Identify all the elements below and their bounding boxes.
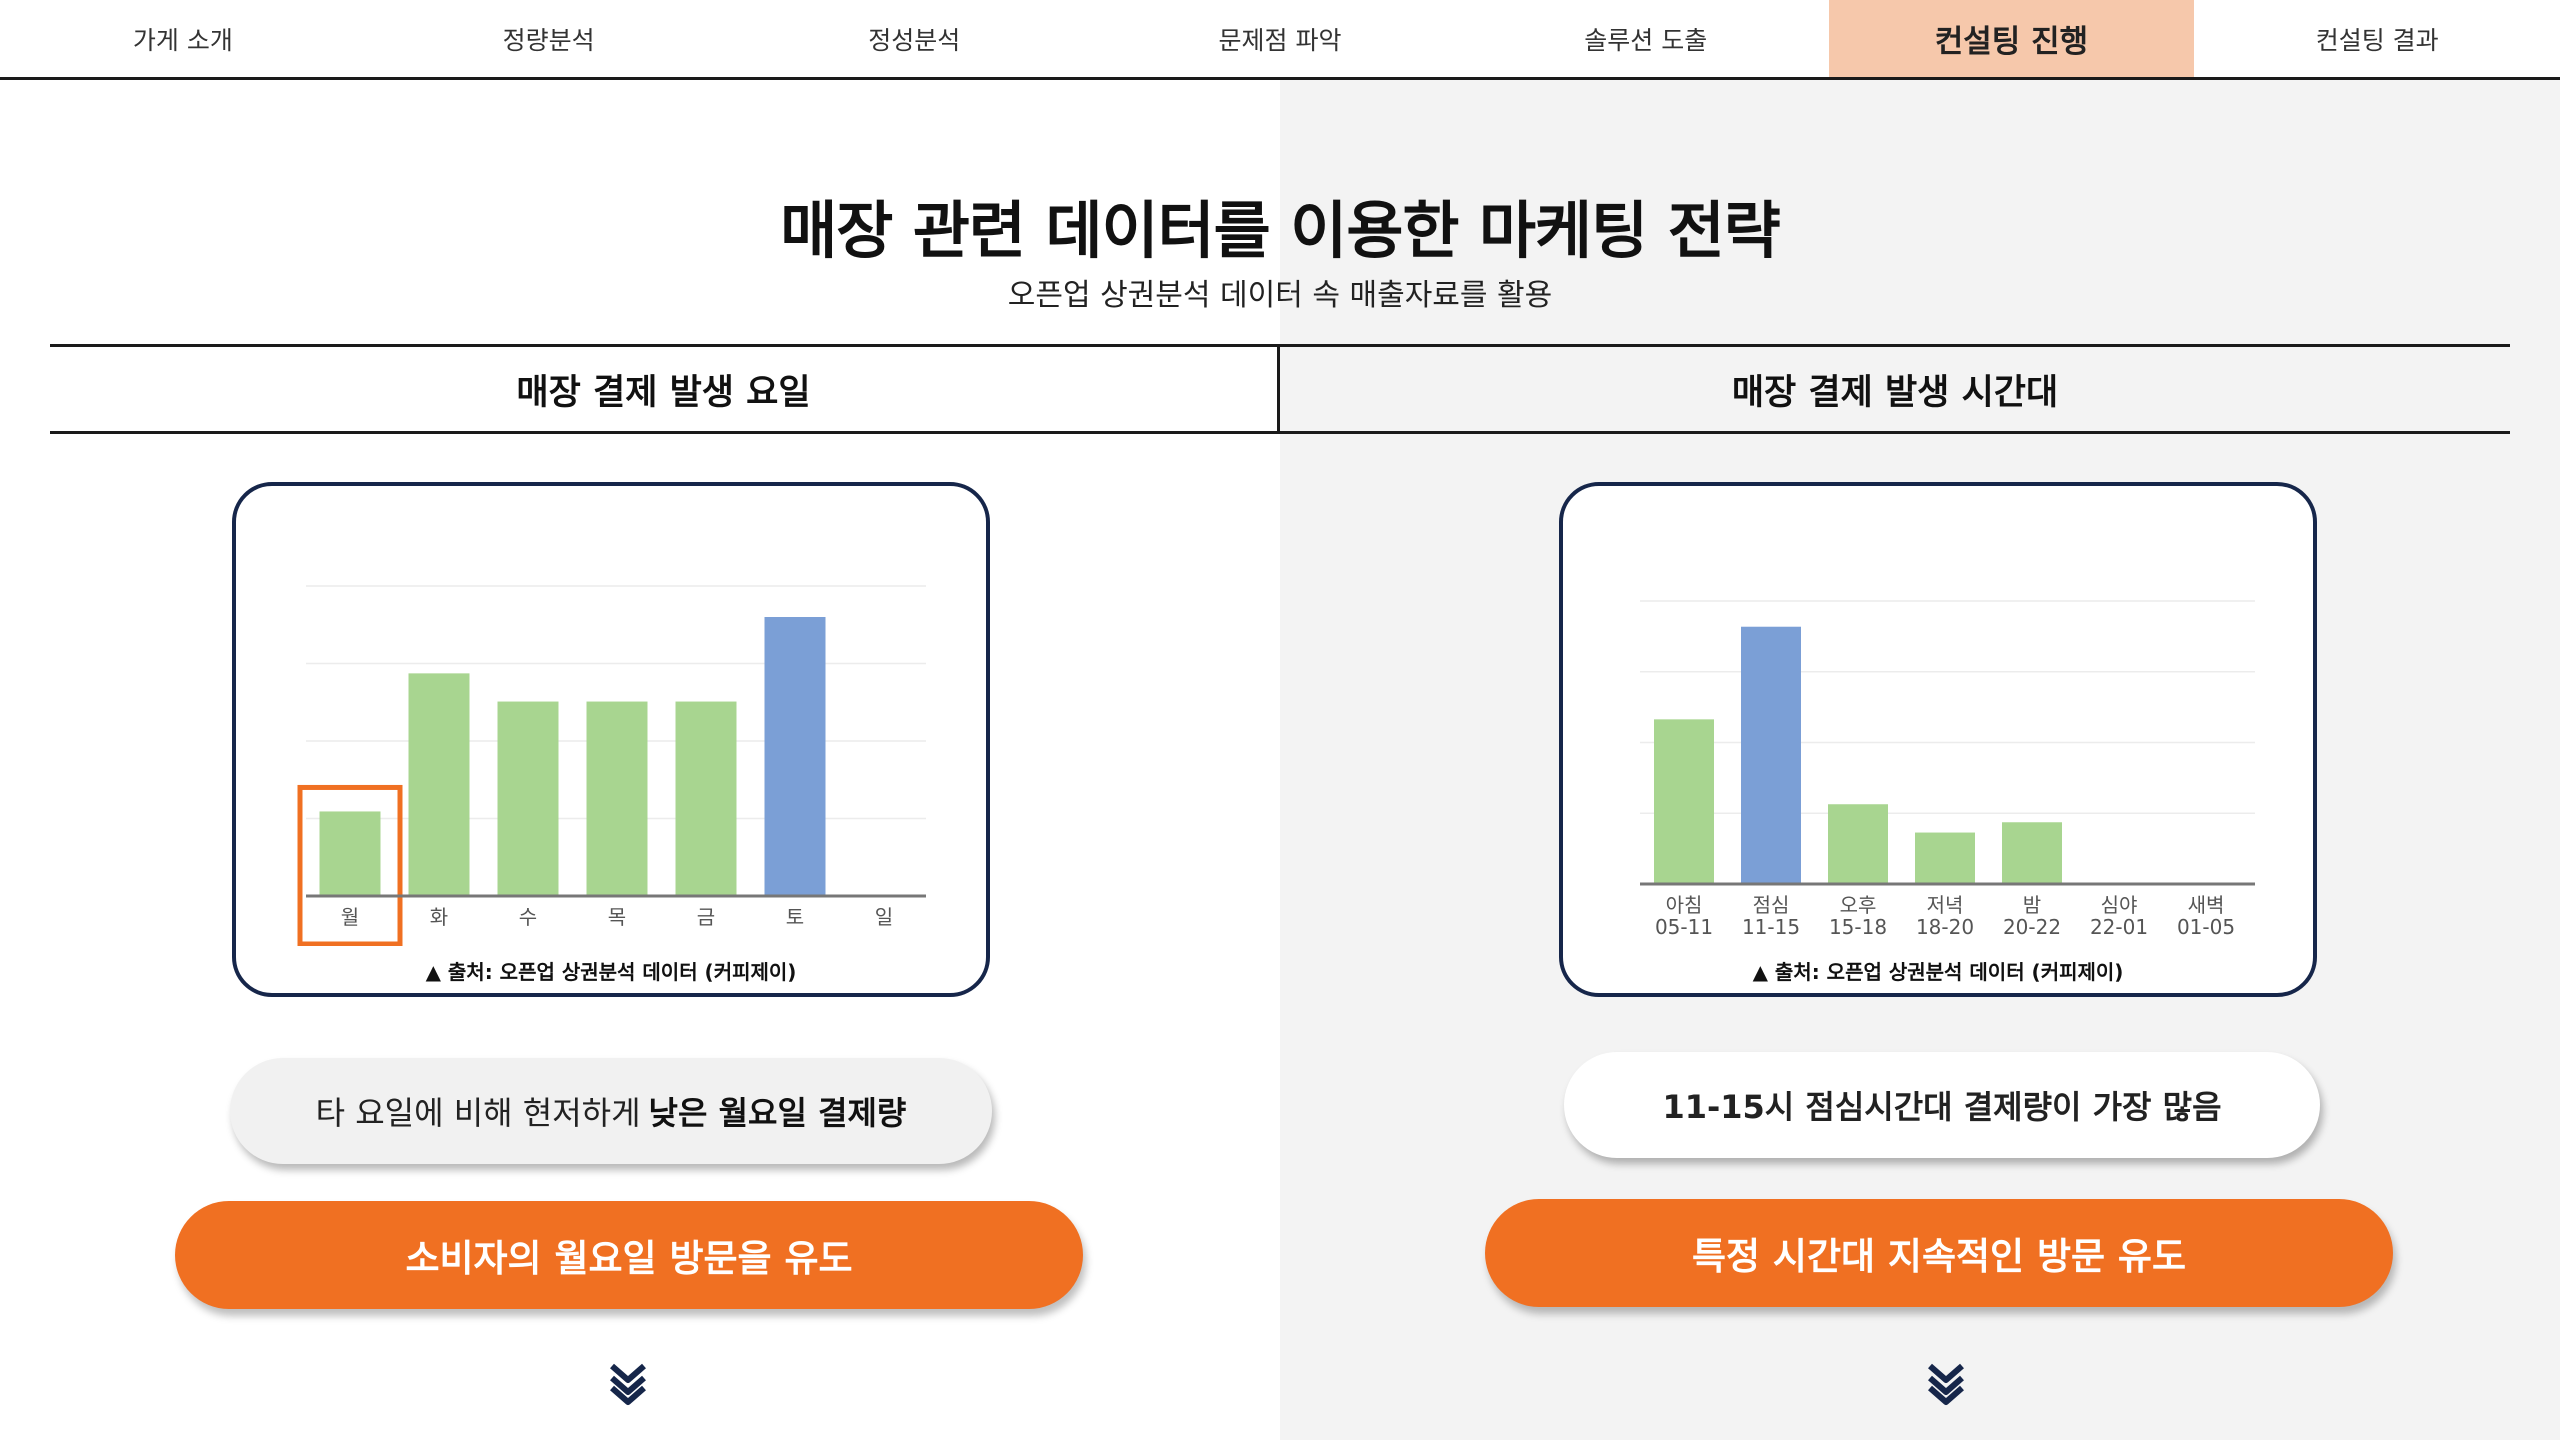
timeslot-section-heading: 매장 결제 발생 시간대	[1280, 344, 2510, 434]
highlight-box	[297, 784, 403, 946]
page-subtitle: 오픈업 상권분석 데이터 속 매출자료를 활용	[1007, 278, 1553, 313]
nav-tab-solutions[interactable]: 솔루션 도출	[1584, 25, 1708, 55]
chart-tick-label: 오후 15-18	[1829, 893, 1887, 939]
weekday-insight-plain: 타 요일에 비해 현저하게	[315, 1094, 641, 1132]
nav-tab-consulting-progress[interactable]: 컨설팅 진행	[1828, 0, 2195, 77]
chart-bar	[1654, 719, 1714, 884]
chart-tick-label: 점심 11-15	[1742, 893, 1800, 939]
timeslot-insight-note: 11-15시 점심시간대 결제량이 가장 많음	[1564, 1052, 2320, 1158]
weekday-chart-card: 월 화 수 목 금 토 일 ▲ 출처: 오픈업 상권분석 데이터 (커피제이)	[232, 482, 990, 997]
chart-tick-label: 금	[697, 905, 715, 929]
nav-tab-problems[interactable]: 문제점 파악	[1218, 25, 1342, 55]
double-chevron-down-icon	[1928, 1363, 1964, 1405]
chart-bar	[675, 701, 737, 896]
chart-tick-label: 수	[519, 905, 537, 929]
double-chevron-down-icon	[610, 1363, 646, 1405]
nav-tab-store-intro[interactable]: 가게 소개	[132, 25, 233, 55]
weekday-insight-note: 타 요일에 비해 현저하게 낮은 월요일 결제량	[230, 1058, 992, 1164]
chart-bar	[1915, 832, 1975, 884]
weekday-insight-bold: 낮은 월요일 결제량	[648, 1094, 907, 1132]
weekday-section-heading: 매장 결제 발생 요일	[50, 344, 1280, 434]
top-navigation: 가게 소개 정량분석 정성분석 문제점 파악 솔루션 도출 컨설팅 진행 컨설팅…	[0, 0, 2560, 80]
timeslot-chart-source: ▲ 출처: 오픈업 상권분석 데이터 (커피제이)	[1752, 960, 2124, 984]
monday-visit-cta-button[interactable]: 소비자의 월요일 방문을 유도	[175, 1201, 1083, 1309]
chart-bar	[764, 617, 826, 896]
chart-tick-label: 새벽 01-05	[2177, 893, 2235, 939]
chart-tick-label: 밤 20-22	[2003, 893, 2061, 939]
timeslot-visit-cta-button[interactable]: 특정 시간대 지속적인 방문 유도	[1485, 1199, 2393, 1307]
chart-bar	[1828, 804, 1888, 884]
chart-bar	[2002, 822, 2062, 884]
chart-tick-label: 심야 22-01	[2090, 893, 2148, 939]
chart-tick-label: 화	[430, 905, 448, 929]
chart-bar	[1741, 626, 1801, 884]
chart-bar	[497, 701, 559, 896]
weekday-chart-source: ▲ 출처: 오픈업 상권분석 데이터 (커피제이)	[425, 960, 797, 984]
timeslot-chart-card: 아침 05-11 점심 11-15 오후 15-18 저녁 18-20 밤 20-22 심야 22-0…	[1559, 482, 2317, 997]
chart-bar	[586, 701, 648, 896]
chart-tick-label: 일	[875, 905, 893, 929]
page-title: 매장 관련 데이터를 이용한 마케팅 전략	[780, 194, 1781, 267]
nav-tab-qualitative[interactable]: 정성분석	[868, 25, 961, 55]
chart-tick-label: 아침 05-11	[1655, 893, 1713, 939]
chart-bar	[408, 673, 470, 896]
chart-tick-label: 목	[608, 905, 626, 929]
chart-tick-label: 월	[341, 905, 359, 929]
timeslot-bar-chart: 아침 05-11 점심 11-15 오후 15-18 저녁 18-20 밤 20-22 심야 22-0…	[1640, 600, 2255, 939]
chart-tick-label: 토	[786, 905, 804, 929]
nav-tab-quantitative[interactable]: 정량분석	[502, 25, 595, 55]
nav-tab-consulting-result[interactable]: 컨설팅 결과	[2315, 25, 2439, 55]
chart-bar	[319, 811, 381, 896]
chart-tick-label: 저녁 18-20	[1916, 893, 1974, 939]
